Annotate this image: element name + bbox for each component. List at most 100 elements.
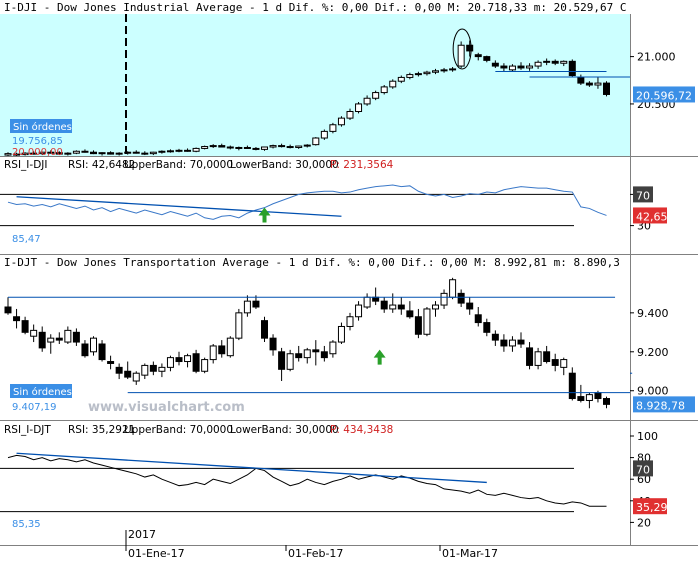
sin-ordenes-label[interactable]: Sin órdenes — [13, 386, 72, 398]
sin-ordenes-badge[interactable] — [10, 119, 72, 133]
djt-candle — [132, 372, 140, 382]
axis-tick-label: 9.200 — [637, 346, 669, 359]
djt-candle — [30, 329, 38, 337]
rsi-dji-header-name: RSI_I-DJI — [4, 159, 47, 171]
rsi-dji-last-box — [633, 207, 667, 224]
djt-candle — [115, 366, 123, 374]
rsi-djt-trendline[interactable] — [16, 452, 487, 484]
dji-last-price-box — [633, 86, 695, 103]
dji-candle — [124, 151, 132, 154]
axis-tick-label: 9.000 — [637, 385, 669, 398]
dji-candle — [201, 146, 209, 149]
dji-candle — [474, 54, 482, 58]
djt-candle — [184, 355, 192, 363]
dji-candle — [141, 152, 149, 155]
djt-candle — [440, 292, 448, 306]
djt-candle — [577, 396, 585, 401]
djt-header: I-DJT - Dow Jones Transportation Average… — [4, 256, 620, 269]
djt-candle — [72, 331, 80, 343]
dji-candle — [363, 97, 371, 105]
watermark: www.visualchart.com — [88, 400, 245, 415]
dji-candle — [55, 152, 63, 155]
djt-candle — [449, 279, 457, 298]
djt-candle — [329, 341, 337, 355]
axis-tick-label: 21.000 — [637, 51, 676, 64]
dji-candle — [21, 152, 29, 156]
djt-candle — [81, 343, 89, 357]
rsi-djt-upper-box — [633, 460, 653, 477]
dji-candle — [98, 152, 106, 155]
djt-candle — [192, 353, 200, 372]
djt-candle — [337, 325, 345, 343]
djt-candle — [517, 339, 525, 345]
time-axis-label: 01-Mar-17 — [442, 547, 498, 560]
dji-candle — [508, 65, 516, 71]
rsi-dji-header-rsi: RSI: 42,6482 — [68, 159, 135, 171]
dji-price-axis[interactable] — [630, 14, 698, 156]
dji-candle — [312, 137, 320, 146]
djt-candle — [124, 370, 132, 378]
dji-candle — [380, 86, 388, 94]
sin-ordenes-badge[interactable] — [10, 384, 72, 398]
djt-arrow-up-icon — [373, 349, 386, 365]
djt-candle — [466, 302, 474, 310]
djt-tag-blue: 9.407,19 — [12, 402, 57, 413]
dji-candle — [30, 152, 38, 155]
rsi-djt-header-rsi: RSI: 35,2921 — [68, 424, 135, 436]
dji-candle — [346, 111, 354, 119]
dji-candle — [440, 69, 448, 72]
dji-candle — [560, 60, 568, 64]
djt-candle — [508, 339, 516, 347]
dji-candle — [209, 145, 217, 148]
djt-candle — [406, 310, 414, 318]
djt-candle — [594, 392, 602, 400]
dji-candle — [192, 147, 200, 152]
dji-candle — [603, 82, 610, 95]
dji-candle — [235, 146, 243, 149]
dji-candle — [543, 60, 551, 63]
dji-candle — [13, 153, 21, 156]
dji-last-price-box-label: 20.596,72 — [636, 89, 692, 102]
djt-candle — [363, 296, 371, 308]
djt-candle — [423, 308, 431, 335]
dji-candle — [303, 144, 311, 147]
dji-candle — [166, 150, 174, 153]
djt-candle — [278, 351, 286, 370]
sin-ordenes-label[interactable]: Sin órdenes — [13, 121, 72, 133]
dji-candle — [286, 146, 294, 149]
dji-candle — [107, 152, 115, 155]
djt-candle — [201, 359, 209, 372]
djt-candle — [47, 337, 55, 343]
djt-candle — [261, 320, 268, 339]
rsi-dji-arrow-up-icon — [258, 207, 271, 223]
rsi-djt-header-p: P: 434,3438 — [330, 424, 393, 436]
dji-candle — [226, 146, 234, 149]
dji-candle — [337, 117, 345, 126]
dji-candle — [406, 74, 414, 78]
djt-candle — [603, 398, 610, 405]
axis-tick-label: 9.400 — [637, 307, 669, 320]
dji-candle — [252, 147, 260, 150]
djt-candle — [21, 320, 29, 333]
dji-candle — [500, 65, 508, 69]
axis-tick-label: 20 — [637, 516, 651, 529]
dji-candle — [517, 65, 525, 69]
djt-candle — [303, 349, 311, 359]
djt-candle — [235, 312, 243, 339]
djt-candle — [107, 361, 115, 364]
rsi-dji-header-lower: LowerBand: 30,0000 — [230, 159, 339, 171]
rsi-dji-trendline[interactable] — [16, 196, 342, 217]
rsi-djt-header-name: RSI_I-DJT — [4, 424, 51, 436]
djt-candle — [90, 337, 97, 353]
djt-candle — [141, 364, 149, 376]
djt-candle — [55, 337, 63, 341]
dji-candle — [175, 149, 183, 152]
dji-candle — [423, 71, 431, 75]
djt-candle — [218, 345, 226, 355]
highlight-ellipse[interactable] — [452, 28, 472, 70]
dji-candle — [491, 62, 499, 67]
djt-candle — [64, 329, 72, 343]
djt-candle — [560, 359, 568, 368]
axis-tick-label: 100 — [637, 430, 658, 443]
djt-candle — [209, 345, 217, 361]
